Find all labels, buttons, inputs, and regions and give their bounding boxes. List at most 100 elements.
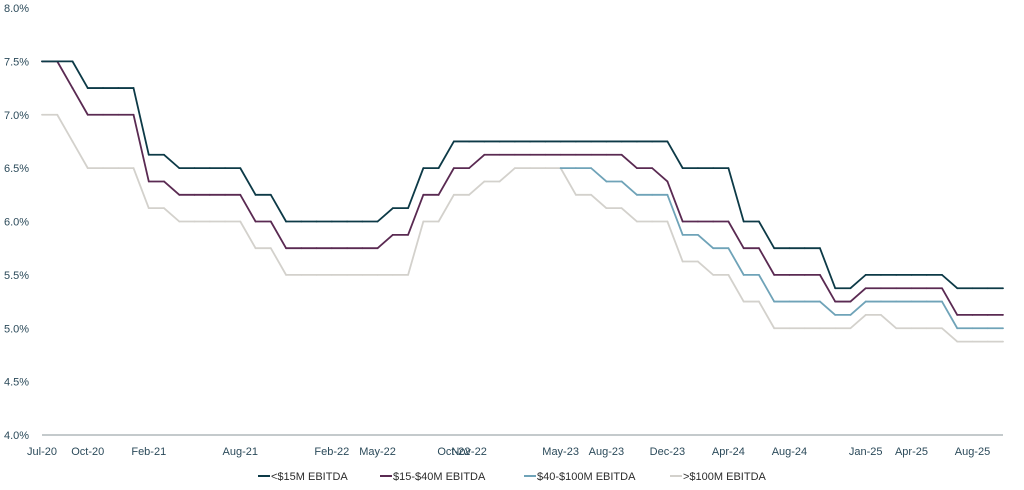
- data-point: [346, 273, 348, 276]
- data-point: [925, 300, 928, 303]
- data-point: [651, 140, 654, 143]
- data-point: [666, 180, 669, 183]
- data-point: [178, 220, 181, 223]
- data-point: [437, 167, 440, 170]
- data-point: [620, 140, 623, 143]
- data-point: [636, 193, 638, 196]
- data-point: [651, 220, 654, 223]
- data-point: [681, 167, 684, 170]
- data-point: [834, 287, 837, 290]
- data-point: [224, 220, 226, 223]
- data-point: [330, 247, 333, 250]
- data-point: [208, 193, 211, 196]
- data-point: [407, 233, 409, 236]
- data-point: [315, 220, 318, 223]
- data-point: [681, 233, 684, 236]
- data-point: [117, 113, 120, 116]
- data-point: [941, 287, 943, 290]
- data-point: [620, 153, 623, 156]
- data-point: [391, 233, 394, 236]
- data-point: [803, 300, 806, 303]
- data-point: [636, 220, 638, 223]
- data-point: [300, 247, 303, 250]
- data-point: [971, 340, 974, 343]
- data-point: [986, 287, 989, 290]
- data-point: [269, 220, 272, 223]
- data-point: [681, 220, 684, 223]
- x-tick-label: Aug-24: [772, 446, 807, 458]
- data-point: [819, 300, 821, 303]
- x-tick-label: Feb-22: [314, 446, 349, 458]
- legend-item: $40-$100M EBITDA: [524, 471, 636, 483]
- data-point: [727, 247, 730, 250]
- data-point: [559, 140, 562, 143]
- x-tick-label: Aug-21: [223, 446, 258, 458]
- data-point: [758, 273, 760, 276]
- data-point: [636, 140, 638, 143]
- data-point: [834, 327, 837, 330]
- data-point: [513, 153, 516, 156]
- data-point: [574, 140, 577, 143]
- x-tick-label: May-22: [359, 446, 396, 458]
- data-point: [880, 273, 882, 276]
- data-point: [986, 327, 989, 330]
- data-point: [636, 167, 638, 170]
- data-point: [71, 140, 74, 143]
- data-point: [529, 153, 532, 156]
- legend-label: $15-$40M EBITDA: [393, 471, 486, 483]
- data-point: [422, 220, 425, 223]
- data-point: [391, 273, 394, 276]
- data-point: [163, 207, 165, 210]
- data-point: [742, 247, 745, 250]
- data-point: [803, 327, 806, 330]
- x-tick-label: Oct-22: [437, 446, 470, 458]
- data-point: [285, 273, 287, 276]
- data-point: [849, 327, 852, 330]
- data-point: [376, 247, 379, 250]
- data-point: [269, 247, 272, 250]
- data-point: [773, 300, 776, 303]
- data-point: [132, 113, 135, 116]
- data-point: [208, 167, 211, 170]
- data-point: [437, 193, 440, 196]
- data-point: [925, 287, 928, 290]
- data-point: [117, 87, 120, 89]
- data-point: [864, 287, 867, 290]
- data-point: [620, 180, 623, 183]
- data-point: [452, 167, 455, 170]
- data-point: [41, 60, 43, 63]
- data-point: [956, 287, 959, 290]
- data-point: [1002, 327, 1004, 330]
- data-point: [925, 327, 928, 330]
- data-point: [971, 287, 974, 290]
- series-15m-ebitda: [41, 60, 1004, 290]
- data-point: [544, 140, 547, 143]
- data-point: [910, 273, 913, 276]
- data-point: [56, 60, 59, 63]
- data-point: [605, 180, 608, 183]
- data-point: [178, 167, 181, 170]
- x-tick-label: Jan-25: [849, 446, 883, 458]
- data-point: [361, 273, 364, 276]
- x-tick-label: Nov-22: [451, 446, 486, 458]
- data-point: [285, 247, 287, 250]
- data-point: [605, 207, 608, 210]
- data-point: [834, 300, 837, 303]
- data-point: [452, 140, 455, 143]
- data-point: [285, 220, 287, 223]
- data-point: [102, 87, 104, 89]
- legend: <$15M EBITDA $15-$40M EBITDA $40-$100M EBI…: [258, 471, 767, 483]
- x-tick-label: Apr-24: [712, 446, 745, 458]
- data-point: [895, 327, 898, 330]
- data-point: [986, 340, 989, 343]
- data-point: [102, 113, 104, 116]
- data-point: [147, 180, 150, 183]
- data-point: [880, 287, 882, 290]
- data-point: [666, 140, 669, 143]
- data-point: [193, 193, 196, 196]
- data-point: [544, 153, 547, 156]
- data-point: [330, 220, 333, 223]
- data-point: [773, 327, 776, 330]
- x-tick-label: Aug-23: [589, 446, 624, 458]
